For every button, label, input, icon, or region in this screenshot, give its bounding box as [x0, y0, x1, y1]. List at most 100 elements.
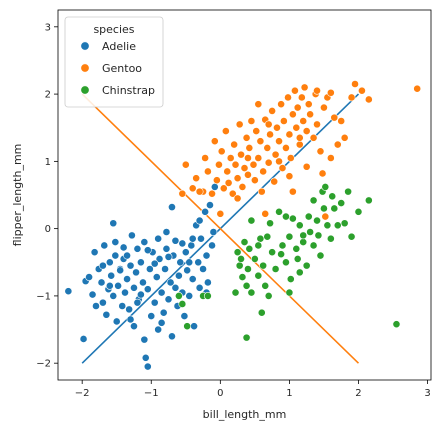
data-point-gentoo	[304, 100, 313, 109]
data-point-gentoo	[195, 187, 204, 196]
data-point-adelie	[195, 216, 204, 225]
data-point-gentoo	[291, 86, 299, 95]
data-points	[64, 80, 422, 371]
data-point-adelie	[154, 325, 163, 334]
data-point-gentoo	[318, 169, 327, 178]
data-point-chinstrap	[288, 214, 297, 223]
data-point-gentoo	[264, 158, 273, 167]
legend-title: species	[93, 23, 134, 36]
data-point-chinstrap	[247, 288, 256, 297]
data-point-adelie	[141, 353, 150, 362]
data-point-adelie	[188, 275, 197, 283]
data-point-chinstrap	[244, 265, 252, 273]
data-point-chinstrap	[174, 292, 183, 300]
data-point-chinstrap	[337, 199, 346, 207]
data-point-adelie	[159, 308, 168, 317]
data-point-gentoo	[254, 154, 263, 162]
data-point-adelie	[187, 241, 196, 250]
data-point-chinstrap	[183, 322, 192, 331]
data-point-chinstrap	[354, 207, 363, 216]
data-point-gentoo	[326, 154, 335, 162]
data-point-adelie	[210, 183, 219, 191]
data-point-gentoo	[256, 137, 265, 146]
data-point-chinstrap	[247, 216, 256, 225]
data-point-gentoo	[309, 133, 318, 142]
legend-label-adelie: Adelie	[102, 40, 136, 53]
data-point-adelie	[150, 259, 159, 268]
data-point-adelie	[111, 238, 120, 246]
data-point-adelie	[98, 298, 107, 307]
data-point-chinstrap	[271, 265, 280, 273]
data-point-adelie	[162, 244, 171, 253]
data-point-gentoo	[295, 133, 304, 142]
data-point-adelie	[183, 266, 192, 275]
data-point-adelie	[132, 268, 140, 277]
data-point-gentoo	[250, 176, 259, 185]
legend-frame	[64, 16, 164, 108]
data-point-adelie	[194, 258, 203, 267]
data-point-gentoo	[249, 160, 258, 169]
legend-marker-gentoo	[80, 63, 90, 73]
data-point-gentoo	[228, 189, 237, 198]
data-point-chinstrap	[203, 292, 212, 300]
data-point-adelie	[157, 288, 166, 297]
data-point-gentoo	[245, 144, 254, 152]
data-point-gentoo	[302, 127, 311, 135]
data-point-gentoo	[364, 95, 373, 104]
data-point-gentoo	[233, 174, 242, 183]
data-point-gentoo	[275, 157, 283, 166]
data-point-adelie	[109, 219, 118, 228]
data-point-chinstrap	[282, 258, 290, 267]
data-point-adelie	[161, 265, 169, 273]
x-tick-label: 3	[424, 388, 430, 399]
data-point-adelie	[171, 236, 180, 245]
data-point-adelie	[162, 228, 171, 236]
data-point-gentoo	[326, 88, 335, 97]
data-point-chinstrap	[326, 234, 335, 243]
data-point-gentoo	[230, 140, 239, 149]
data-point-gentoo	[351, 80, 359, 88]
data-point-adelie	[154, 234, 163, 243]
data-point-adelie	[126, 315, 135, 324]
legend-label-gentoo: Gentoo	[102, 62, 142, 75]
data-point-adelie	[123, 251, 131, 260]
data-point-gentoo	[242, 133, 251, 142]
legend-marker-chinstrap	[80, 85, 90, 95]
x-axis-ticks: −2 −1 0 1 2 3	[75, 380, 431, 399]
data-point-gentoo	[264, 120, 273, 129]
data-point-gentoo	[247, 117, 256, 125]
data-point-adelie	[140, 335, 149, 344]
data-point-gentoo	[286, 154, 295, 162]
data-point-adelie	[209, 228, 218, 236]
data-point-chinstrap	[316, 251, 325, 260]
data-point-gentoo	[285, 172, 294, 181]
data-point-gentoo	[282, 144, 290, 152]
data-point-gentoo	[288, 110, 297, 119]
data-point-adelie	[157, 318, 166, 327]
data-point-chinstrap	[242, 333, 251, 342]
data-point-gentoo	[270, 177, 279, 186]
data-point-chinstrap	[235, 261, 244, 270]
data-point-adelie	[140, 238, 149, 246]
data-point-gentoo	[208, 189, 216, 198]
data-point-adelie	[136, 258, 145, 267]
data-point-gentoo	[273, 123, 281, 132]
data-point-adelie	[203, 278, 212, 287]
data-point-chinstrap	[285, 232, 294, 241]
data-point-chinstrap	[295, 221, 304, 230]
data-point-gentoo	[285, 130, 294, 139]
data-point-adelie	[100, 241, 109, 250]
data-point-gentoo	[275, 137, 283, 146]
data-point-adelie	[107, 271, 116, 280]
data-point-chinstrap	[233, 248, 242, 257]
data-point-adelie	[168, 332, 176, 341]
data-point-adelie	[128, 231, 136, 240]
x-tick-label: −1	[144, 388, 159, 399]
x-axis-label: bill_length_mm	[203, 408, 287, 421]
data-point-adelie	[181, 248, 190, 257]
data-point-gentoo	[277, 100, 286, 109]
x-tick-label: 1	[286, 388, 292, 399]
data-point-chinstrap	[306, 228, 315, 236]
data-point-gentoo	[268, 107, 277, 115]
data-point-chinstrap	[256, 234, 265, 243]
